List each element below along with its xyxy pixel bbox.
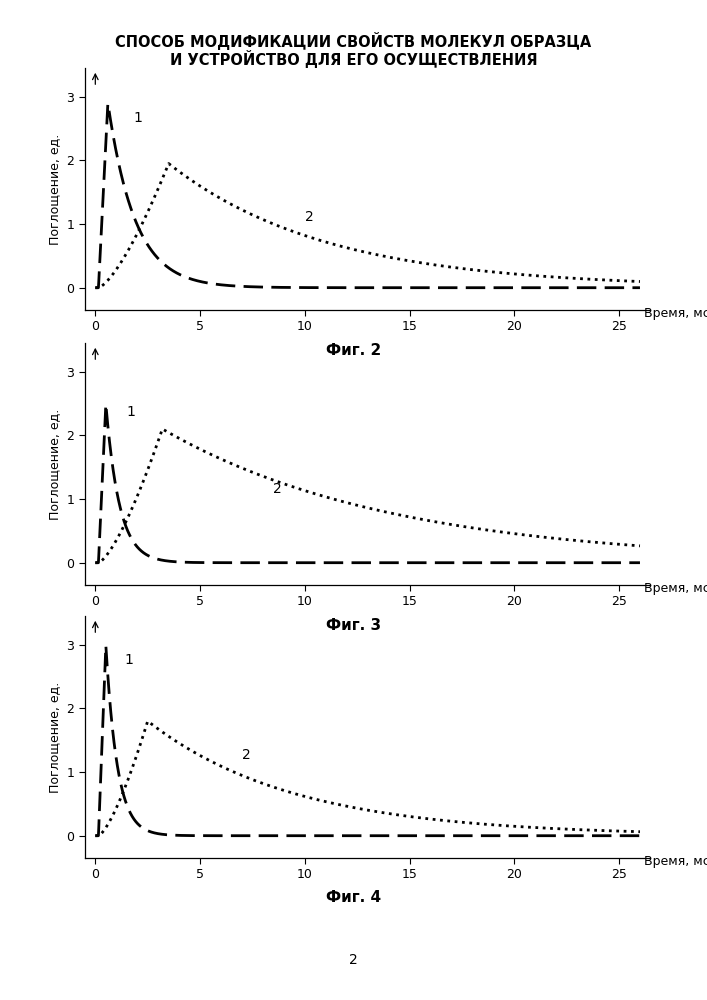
Y-axis label: Поглощение, ед.: Поглощение, ед. [48, 408, 61, 520]
Text: Время, мс: Время, мс [644, 307, 707, 320]
Text: Фиг. 2: Фиг. 2 [326, 343, 381, 358]
Y-axis label: Поглощение, ед.: Поглощение, ед. [48, 681, 61, 793]
Text: Фиг. 3: Фиг. 3 [326, 618, 381, 633]
Text: 1: 1 [127, 405, 136, 419]
Text: 2: 2 [242, 748, 251, 762]
Text: И УСТРОЙСТВО ДЛЯ ЕГО ОСУЩЕСТВЛЕНИЯ: И УСТРОЙСТВО ДЛЯ ЕГО ОСУЩЕСТВЛЕНИЯ [170, 50, 537, 68]
Text: Время, мс: Время, мс [644, 855, 707, 868]
Text: 1: 1 [124, 653, 134, 667]
Text: 2: 2 [349, 953, 358, 967]
Text: Фиг. 4: Фиг. 4 [326, 890, 381, 905]
Text: 2: 2 [274, 482, 282, 496]
Text: 2: 2 [305, 210, 313, 224]
Y-axis label: Поглощение, ед.: Поглощение, ед. [48, 133, 61, 245]
Text: 1: 1 [133, 111, 142, 125]
Text: СПОСОБ МОДИФИКАЦИИ СВОЙСТВ МОЛЕКУЛ ОБРАЗЦА: СПОСОБ МОДИФИКАЦИИ СВОЙСТВ МОЛЕКУЛ ОБРАЗ… [115, 32, 592, 50]
Text: Время, мс: Время, мс [644, 582, 707, 595]
